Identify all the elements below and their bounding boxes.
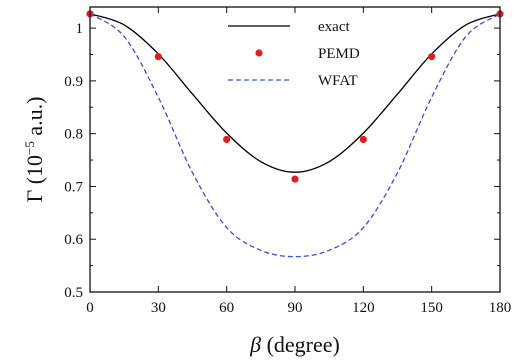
plot-frame bbox=[89, 6, 501, 293]
y-tick-label: 0.5 bbox=[64, 285, 83, 301]
x-tick-label: 30 bbox=[151, 300, 166, 316]
series-pemd-point bbox=[154, 53, 162, 61]
series-pemd-point bbox=[291, 175, 299, 183]
legend-pemd-marker bbox=[255, 49, 263, 57]
y-axis-symbol: Γ bbox=[22, 189, 47, 202]
x-tick-label: 180 bbox=[489, 300, 512, 316]
series-pemd-point bbox=[223, 135, 231, 144]
y-axis-prefix: (10 bbox=[22, 155, 47, 190]
ticks-layer: 0 30 60 90 120 150 180 0.5 0.6 0.7 0.8 0.9 1 bbox=[64, 7, 511, 316]
y-tick-label: 0.9 bbox=[64, 74, 83, 90]
x-axis-symbol: β bbox=[249, 332, 261, 357]
x-tick-label: 150 bbox=[420, 300, 443, 316]
x-axis-title: β (degree) bbox=[249, 332, 340, 357]
y-tick-label: 0.6 bbox=[64, 232, 83, 248]
legend: exact PEMD WFAT bbox=[228, 19, 360, 89]
x-tick-label: 90 bbox=[288, 300, 303, 316]
legend-exact-label: exact bbox=[318, 19, 350, 35]
series-pemd-point bbox=[428, 53, 436, 61]
y-tick-label: 0.7 bbox=[64, 179, 83, 195]
series-wfat-line bbox=[89, 13, 501, 258]
y-axis-suffix: a.u.) bbox=[22, 97, 47, 142]
x-tick-label: 120 bbox=[352, 300, 375, 316]
legend-pemd-label: PEMD bbox=[318, 46, 360, 62]
y-axis-exponent: −5 bbox=[22, 141, 37, 155]
y-tick-label: 1 bbox=[76, 21, 84, 37]
series-exact-line bbox=[89, 13, 501, 173]
x-axis-label: (degree) bbox=[261, 332, 340, 357]
y-axis-title: Γ (10−5 a.u.) bbox=[22, 97, 47, 203]
y-tick-label: 0.8 bbox=[64, 127, 83, 143]
x-tick-label: 60 bbox=[219, 300, 234, 316]
x-tick-label: 0 bbox=[86, 300, 94, 316]
series-layer bbox=[86, 10, 504, 258]
legend-wfat-label: WFAT bbox=[318, 73, 358, 89]
series-pemd-point bbox=[359, 135, 367, 144]
